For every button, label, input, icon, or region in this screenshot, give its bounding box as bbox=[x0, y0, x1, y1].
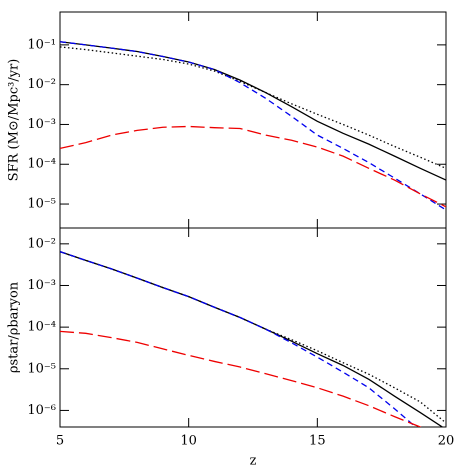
series-line bbox=[60, 251, 444, 427]
series-line bbox=[60, 125, 446, 208]
y-tick-label: 10⁻² bbox=[27, 77, 56, 92]
y-tick-label: 10⁻⁴ bbox=[27, 157, 56, 172]
x-axis-label: z bbox=[250, 454, 257, 469]
y-axis-label: ρstar/ρbaryon bbox=[7, 281, 22, 373]
y-tick-label: 10⁻⁶ bbox=[27, 403, 56, 418]
y-tick-label: 10⁻⁵ bbox=[27, 361, 56, 376]
y-tick-label: 10⁻⁵ bbox=[27, 197, 56, 212]
x-tick-label: 5 bbox=[56, 434, 64, 449]
y-tick-label: 10⁻² bbox=[27, 236, 56, 251]
series-line bbox=[60, 46, 446, 169]
x-tick-label: 15 bbox=[309, 434, 326, 449]
series-line bbox=[60, 330, 422, 427]
y-tick-label: 10⁻³ bbox=[27, 278, 56, 293]
y-tick-label: 10⁻¹ bbox=[27, 37, 56, 52]
plot-area bbox=[60, 251, 446, 427]
series-line bbox=[60, 251, 446, 424]
series-line bbox=[60, 41, 446, 211]
y-tick-label: 10⁻³ bbox=[27, 117, 56, 132]
plot-area bbox=[60, 41, 446, 211]
x-tick-label: 20 bbox=[438, 434, 455, 449]
plot-frame bbox=[59, 11, 447, 229]
y-tick-label: 10⁻⁴ bbox=[27, 320, 56, 335]
series-line bbox=[60, 41, 446, 181]
series-line bbox=[60, 251, 417, 427]
plot-frame bbox=[59, 227, 447, 428]
x-tick-label: 10 bbox=[180, 434, 197, 449]
y-axis-label: SFR (M⊙/Mpc³/yr) bbox=[7, 59, 22, 182]
